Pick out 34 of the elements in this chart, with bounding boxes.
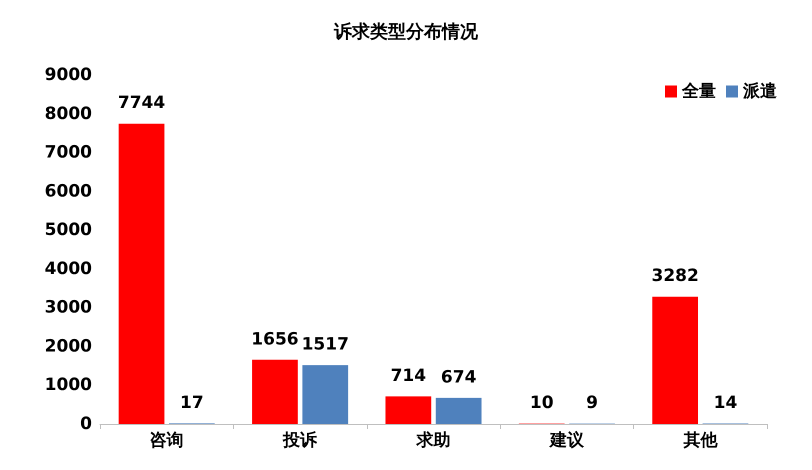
data-label: 9	[586, 393, 598, 414]
bar	[252, 360, 298, 424]
y-tick-label: 3000	[44, 298, 92, 318]
chart-title: 诉求类型分布情况	[333, 22, 479, 42]
data-label: 1656	[251, 329, 299, 350]
bar	[436, 398, 482, 424]
y-tick-label: 7000	[44, 142, 92, 163]
data-label: 3282	[651, 266, 699, 286]
data-label: 17	[180, 392, 204, 413]
legend-label: 全量	[681, 82, 716, 102]
y-tick-label: 9000	[44, 65, 92, 85]
x-tick-label: 其他	[682, 430, 718, 450]
y-tick-label: 6000	[44, 181, 92, 202]
data-label: 1517	[302, 334, 349, 355]
legend-label: 派遣	[742, 82, 777, 102]
bar	[302, 365, 348, 424]
bar	[385, 396, 432, 424]
data-label: 7744	[118, 93, 166, 114]
bar	[652, 296, 698, 424]
y-tick-label: 2000	[44, 336, 92, 356]
y-tick-label: 5000	[44, 220, 92, 240]
data-label: 10	[530, 393, 554, 414]
x-tick-label: 求助	[416, 430, 450, 450]
data-label: 674	[440, 367, 477, 388]
bar	[118, 124, 164, 424]
y-tick-label: 4000	[44, 258, 92, 279]
data-label: 714	[390, 366, 426, 386]
y-tick-label: 0	[80, 414, 92, 434]
data-label: 14	[714, 392, 738, 413]
x-tick-label: 建议	[548, 430, 585, 450]
y-tick-label: 8000	[44, 104, 92, 124]
x-tick-label: 咨询	[150, 430, 184, 450]
y-tick-label: 1000	[44, 375, 92, 396]
x-tick-label: 投诉	[282, 430, 318, 450]
